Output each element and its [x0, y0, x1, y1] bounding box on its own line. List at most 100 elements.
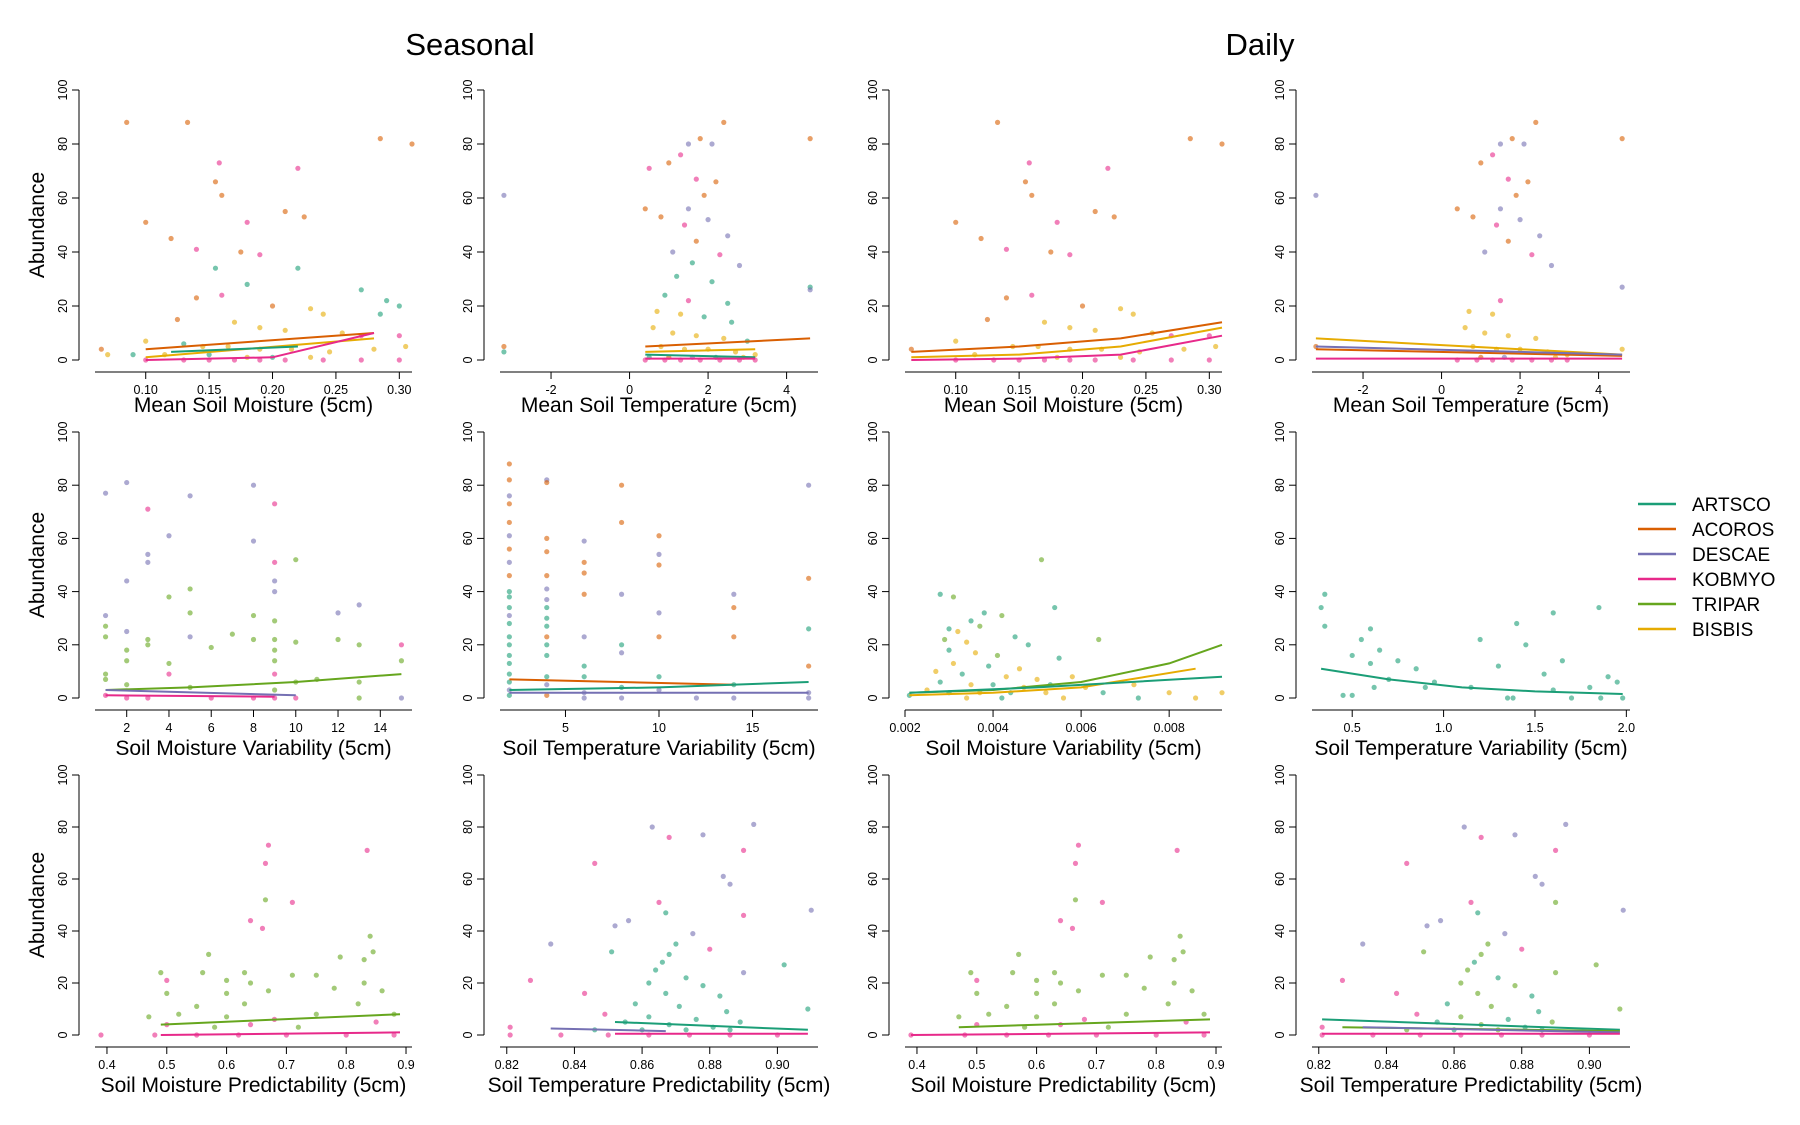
- data-point: [705, 217, 711, 223]
- data-point: [1004, 1003, 1010, 1010]
- x-tick-label: 0.008: [1154, 721, 1185, 735]
- data-point: [507, 1032, 513, 1038]
- y-tick-label: 60: [461, 191, 475, 205]
- x-tick-label: 0.20: [260, 383, 284, 397]
- y-tick-label: 40: [56, 924, 70, 938]
- x-tick-label: 5: [562, 721, 569, 735]
- data-point: [937, 679, 943, 685]
- data-point: [1444, 1001, 1450, 1007]
- data-point: [208, 644, 214, 651]
- data-point: [1605, 674, 1611, 680]
- data-point: [247, 918, 254, 924]
- data-point: [206, 352, 212, 358]
- fit-line-artsco: [171, 345, 298, 353]
- y-tick-label: 40: [1273, 585, 1287, 599]
- data-point: [145, 636, 151, 643]
- data-point: [1395, 658, 1401, 664]
- data-point: [506, 589, 512, 595]
- y-tick-label: 20: [461, 299, 475, 313]
- x-axis-label: Mean Soil Temperature (5cm): [1333, 394, 1609, 417]
- data-point: [986, 663, 992, 669]
- legend-label-tripar: TRIPAR: [1692, 595, 1760, 616]
- x-tick-label: 0.84: [562, 1058, 586, 1072]
- data-point: [282, 327, 288, 333]
- y-tick-label: 100: [866, 422, 880, 443]
- x-tick-label: 15: [746, 721, 760, 735]
- data-point: [335, 636, 341, 643]
- data-point: [1529, 993, 1535, 999]
- data-point: [102, 623, 109, 629]
- data-point: [200, 970, 206, 976]
- data-point: [507, 1024, 513, 1030]
- data-point: [731, 695, 737, 701]
- data-point: [1079, 303, 1086, 309]
- data-point: [959, 671, 965, 677]
- data-point: [506, 477, 512, 483]
- data-point: [212, 265, 219, 271]
- data-point: [146, 1014, 152, 1020]
- data-point: [1552, 899, 1559, 906]
- data-point: [953, 219, 959, 225]
- data-point: [288, 346, 295, 352]
- x-tick-label: 0.10: [134, 383, 158, 397]
- x-axis-label: Mean Soil Temperature (5cm): [521, 394, 797, 417]
- data-point: [632, 1001, 638, 1007]
- data-point: [1081, 1016, 1088, 1023]
- panel-10: 0 20 40 60 80 100 0.82 0.84 0.86 0.88 0.90 Soil Tem…: [461, 765, 830, 1097]
- data-point: [1051, 1001, 1058, 1007]
- data-point: [693, 238, 699, 244]
- y-tick-label: 20: [56, 638, 70, 652]
- data-point: [946, 626, 952, 632]
- y-tick-label: 80: [866, 478, 880, 492]
- y-tick-label: 80: [56, 820, 70, 834]
- x-tick-label: 2: [705, 383, 712, 397]
- y-tick-label: 40: [461, 245, 475, 259]
- data-point: [506, 493, 512, 499]
- y-tick-label: 60: [461, 531, 475, 545]
- data-point: [102, 671, 109, 677]
- data-point: [1525, 179, 1531, 185]
- x-tick-label: 2: [1517, 383, 1524, 397]
- data-point: [1470, 214, 1476, 220]
- data-point: [1497, 298, 1504, 304]
- data-point: [295, 1024, 301, 1030]
- data-point: [1424, 923, 1430, 929]
- x-tick-label: -2: [1357, 383, 1368, 397]
- data-point: [806, 482, 812, 488]
- data-point: [501, 349, 507, 355]
- y-tick-label: 80: [56, 478, 70, 492]
- y-tick-label: 60: [1273, 191, 1287, 205]
- data-point: [164, 977, 170, 984]
- data-point: [145, 642, 151, 648]
- data-point: [247, 980, 254, 986]
- data-point: [143, 338, 149, 344]
- data-point: [933, 668, 939, 675]
- data-point: [581, 674, 587, 680]
- data-point: [247, 1022, 254, 1028]
- y-tick-label: 20: [461, 976, 475, 990]
- data-point: [391, 1032, 397, 1038]
- data-point: [727, 881, 733, 887]
- data-point: [666, 160, 672, 166]
- data-point: [166, 594, 172, 600]
- fit-line-artsco: [909, 675, 1223, 694]
- data-point: [1177, 933, 1183, 939]
- fit-line-bisbis: [1315, 337, 1623, 356]
- fit-line-acoros: [911, 321, 1223, 353]
- data-point: [102, 692, 109, 698]
- data-point: [1166, 690, 1172, 696]
- data-point: [506, 671, 512, 677]
- data-point: [1517, 217, 1523, 223]
- y-tick-label: 80: [56, 137, 70, 151]
- data-point: [1130, 357, 1136, 363]
- data-point: [250, 612, 257, 619]
- seasonal-title: Seasonal: [405, 27, 534, 62]
- data-point: [806, 575, 812, 581]
- data-point: [658, 214, 664, 220]
- data-point: [1482, 249, 1488, 255]
- data-point: [677, 311, 684, 317]
- data-point: [908, 1032, 914, 1038]
- y-tick-label: 100: [1273, 80, 1287, 101]
- y-tick-label: 20: [56, 299, 70, 313]
